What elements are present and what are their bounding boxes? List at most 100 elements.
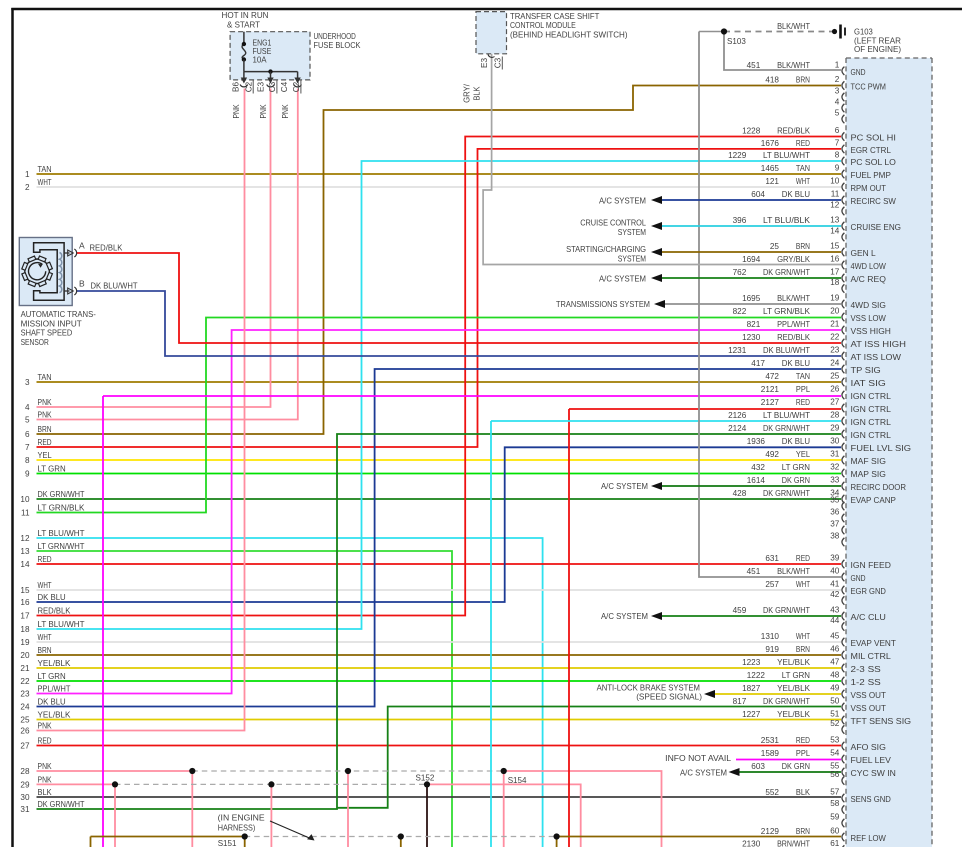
svg-text:RED: RED: [796, 398, 810, 407]
svg-text:LT GRN/WHT: LT GRN/WHT: [38, 542, 85, 551]
svg-text:BLK/WHT: BLK/WHT: [777, 22, 810, 31]
svg-text:4WD SIG: 4WD SIG: [851, 300, 887, 310]
svg-text:20: 20: [20, 651, 30, 660]
svg-text:23: 23: [20, 690, 30, 699]
svg-text:BLK: BLK: [38, 788, 53, 797]
svg-text:TAN: TAN: [38, 373, 52, 382]
svg-text:& START: & START: [227, 20, 260, 29]
svg-text:55: 55: [830, 762, 840, 771]
svg-text:EVAP CANP: EVAP CANP: [851, 495, 897, 505]
svg-text:25: 25: [770, 242, 780, 251]
svg-text:LT GRN: LT GRN: [782, 463, 810, 472]
svg-text:(BEHIND HEADLIGHT SWITCH): (BEHIND HEADLIGHT SWITCH): [510, 30, 628, 39]
svg-text:121: 121: [765, 177, 779, 186]
svg-text:5: 5: [835, 109, 840, 118]
svg-text:12: 12: [20, 534, 30, 543]
svg-text:56: 56: [830, 770, 840, 779]
svg-text:24: 24: [830, 359, 840, 368]
svg-text:54: 54: [830, 749, 840, 758]
svg-text:MIL CTRL: MIL CTRL: [851, 651, 892, 661]
svg-text:YEL/BLK: YEL/BLK: [777, 684, 810, 693]
svg-text:LT BLU/WHT: LT BLU/WHT: [38, 529, 85, 538]
svg-text:MAF SIG: MAF SIG: [851, 456, 887, 466]
svg-text:ENG1: ENG1: [253, 39, 272, 48]
svg-text:YEL/BLK: YEL/BLK: [38, 711, 71, 720]
svg-text:IGN FEED: IGN FEED: [851, 560, 891, 570]
svg-text:BRN: BRN: [38, 425, 52, 434]
svg-text:10A: 10A: [253, 56, 268, 65]
svg-text:1228: 1228: [742, 127, 761, 136]
svg-text:A/C SYSTEM: A/C SYSTEM: [601, 482, 648, 491]
svg-text:CRUISE ENG: CRUISE ENG: [851, 222, 902, 232]
svg-text:919: 919: [765, 645, 779, 654]
svg-text:9: 9: [25, 470, 30, 479]
svg-text:50: 50: [830, 697, 840, 706]
svg-text:48: 48: [830, 671, 840, 680]
svg-text:2: 2: [835, 75, 840, 84]
svg-text:7: 7: [835, 139, 840, 148]
svg-text:5: 5: [25, 416, 30, 425]
svg-text:1231: 1231: [728, 346, 747, 355]
svg-text:37: 37: [830, 520, 840, 529]
svg-text:631: 631: [765, 554, 779, 563]
svg-text:1223: 1223: [742, 658, 761, 667]
svg-text:RED: RED: [796, 554, 810, 563]
svg-text:26: 26: [830, 385, 840, 394]
svg-text:15: 15: [20, 586, 30, 595]
svg-text:S151: S151: [218, 839, 237, 847]
svg-text:1: 1: [835, 60, 840, 69]
svg-text:60: 60: [830, 827, 840, 836]
svg-text:RED/BLK: RED/BLK: [38, 607, 71, 616]
svg-text:13: 13: [830, 216, 840, 225]
svg-text:C4: C4: [280, 81, 289, 92]
svg-text:257: 257: [765, 580, 779, 589]
svg-text:FUSE: FUSE: [253, 47, 272, 56]
svg-text:EVAP VENT: EVAP VENT: [851, 638, 897, 648]
svg-text:WHT: WHT: [796, 177, 810, 186]
svg-text:11: 11: [831, 190, 840, 199]
svg-text:PPL: PPL: [796, 385, 810, 394]
svg-text:PPL/WHT: PPL/WHT: [38, 685, 71, 694]
svg-text:459: 459: [733, 606, 747, 615]
svg-text:4WD LOW: 4WD LOW: [851, 261, 887, 271]
svg-text:7: 7: [25, 443, 30, 452]
svg-text:YEL: YEL: [796, 450, 810, 459]
svg-text:428: 428: [733, 489, 747, 498]
svg-text:DK BLU: DK BLU: [782, 359, 810, 368]
svg-text:HOT IN RUN: HOT IN RUN: [222, 11, 269, 20]
svg-text:WHT: WHT: [38, 581, 52, 590]
svg-text:6: 6: [25, 430, 30, 439]
svg-text:44: 44: [830, 616, 840, 625]
svg-text:822: 822: [733, 307, 747, 316]
svg-text:57: 57: [830, 788, 840, 797]
svg-text:AT ISS HIGH: AT ISS HIGH: [851, 339, 907, 349]
svg-text:30: 30: [830, 437, 840, 446]
svg-text:2121: 2121: [761, 385, 780, 394]
svg-text:EGR CTRL: EGR CTRL: [851, 145, 892, 155]
svg-text:1: 1: [25, 170, 30, 179]
svg-text:43: 43: [830, 606, 840, 615]
svg-text:LT GRN: LT GRN: [782, 671, 810, 680]
svg-text:WHT: WHT: [796, 632, 810, 641]
svg-text:PC SOL LO: PC SOL LO: [851, 157, 897, 167]
svg-text:1936: 1936: [747, 437, 766, 446]
svg-text:PNK: PNK: [232, 104, 241, 119]
svg-text:4: 4: [835, 98, 840, 107]
svg-text:19: 19: [20, 638, 30, 647]
svg-text:DK GRN/WHT: DK GRN/WHT: [763, 606, 810, 615]
svg-text:31: 31: [20, 805, 30, 814]
svg-text:32: 32: [830, 463, 840, 472]
svg-text:1227: 1227: [742, 710, 761, 719]
svg-text:BLK/WHT: BLK/WHT: [777, 61, 810, 70]
svg-text:BRN: BRN: [796, 827, 810, 836]
svg-text:3: 3: [25, 378, 30, 387]
svg-text:2129: 2129: [761, 827, 780, 836]
svg-text:1694: 1694: [742, 255, 761, 264]
svg-text:DK BLU/WHT: DK BLU/WHT: [763, 346, 810, 355]
svg-text:28: 28: [20, 767, 30, 776]
svg-text:DK BLU: DK BLU: [782, 190, 810, 199]
svg-text:27: 27: [830, 398, 840, 407]
svg-text:PNK: PNK: [38, 411, 53, 420]
svg-text:(LEFT REAR: (LEFT REAR: [854, 36, 901, 45]
svg-text:YEL/BLK: YEL/BLK: [777, 710, 810, 719]
